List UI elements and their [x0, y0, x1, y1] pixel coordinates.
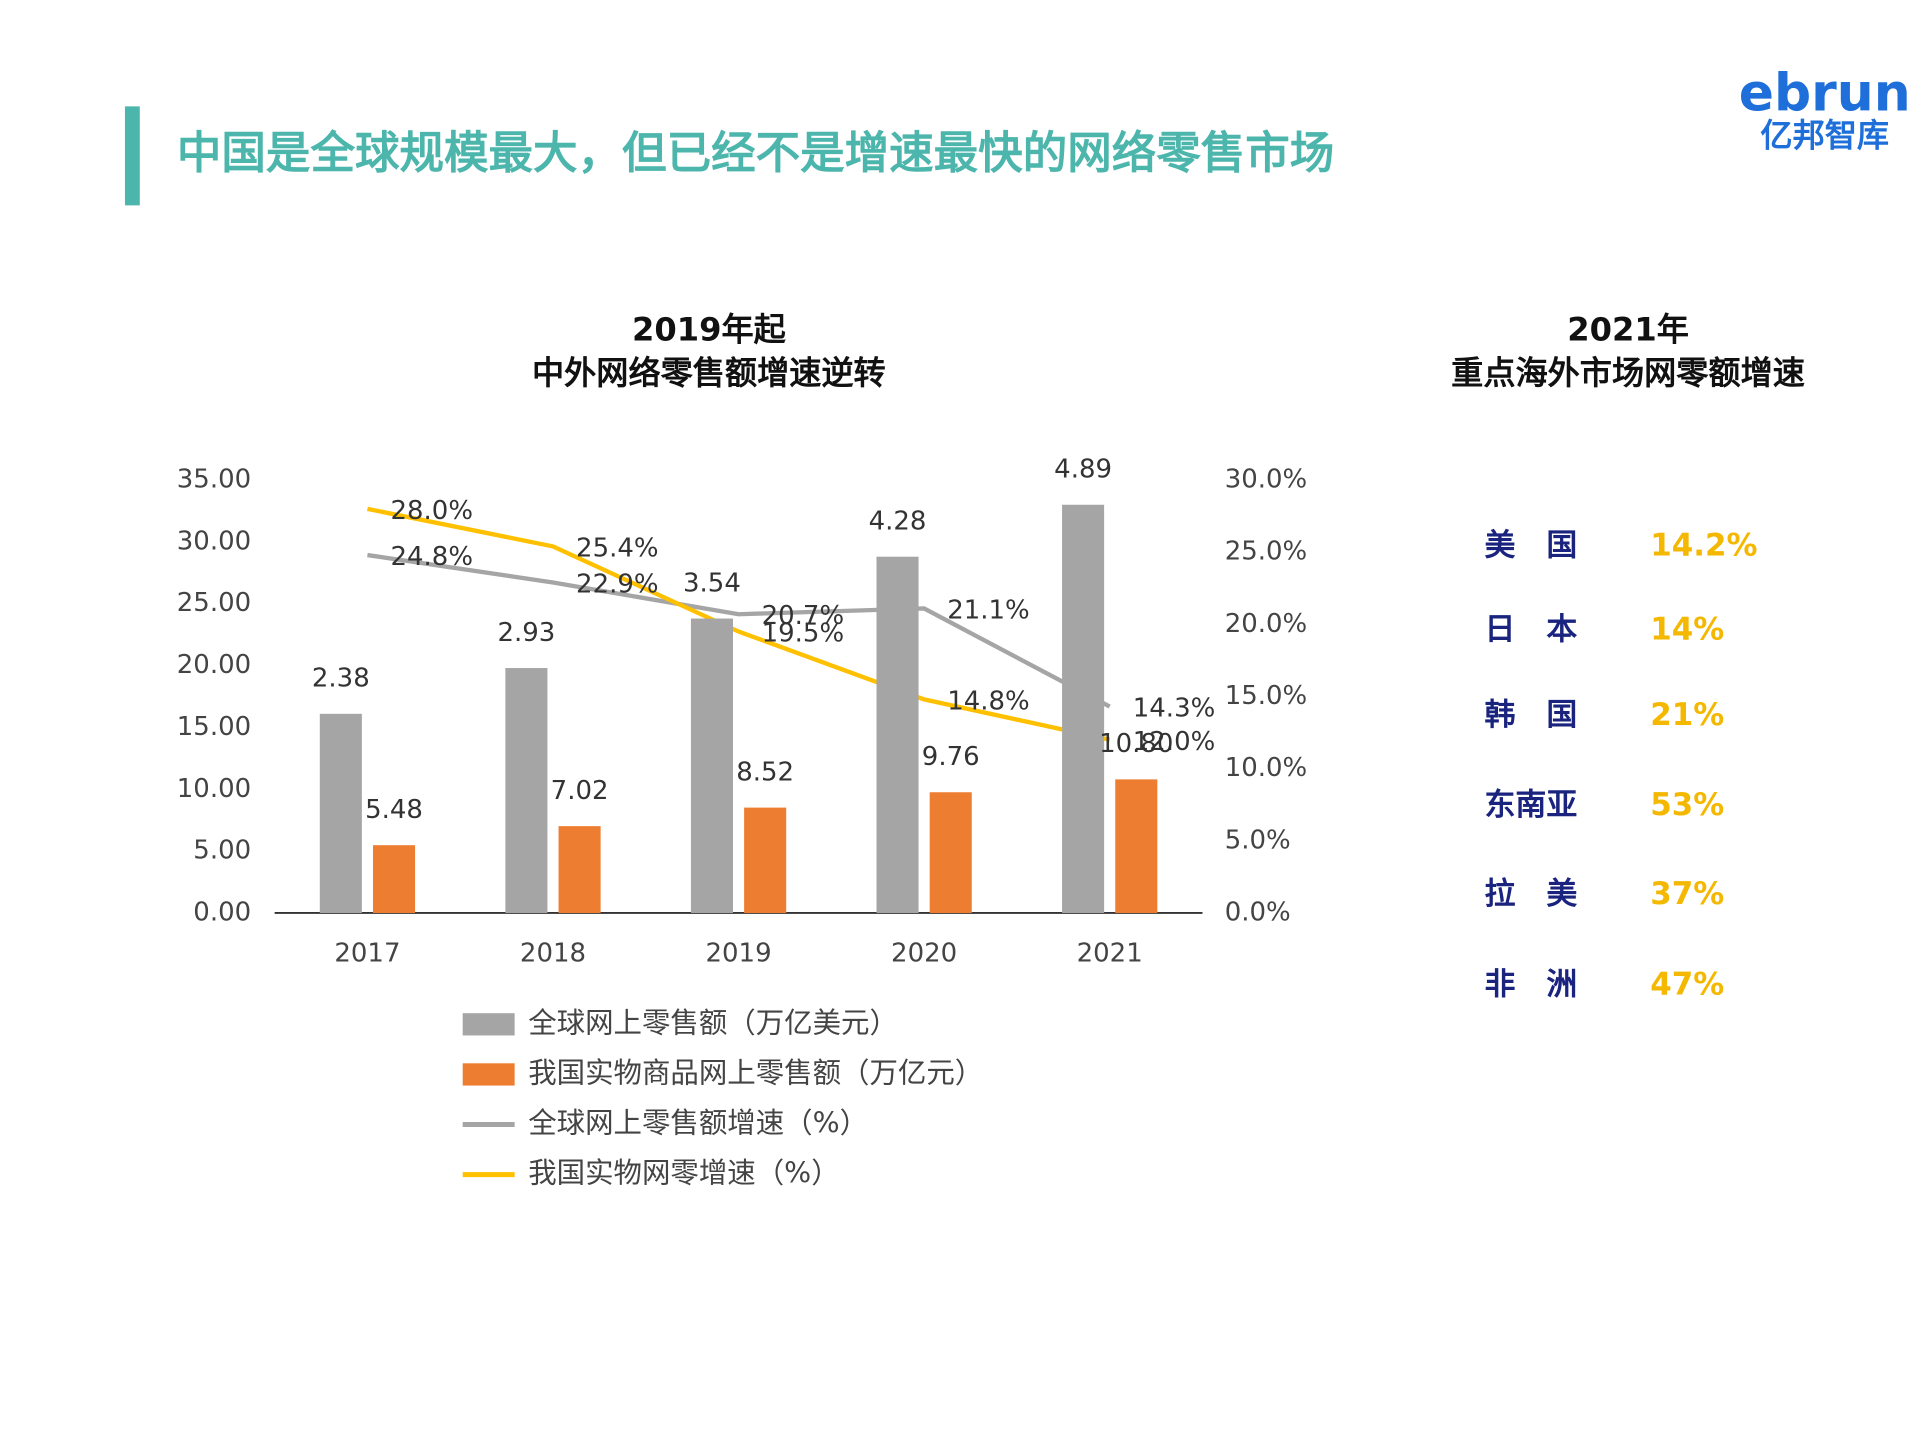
- market-name: 拉 美: [1485, 876, 1578, 912]
- x-tick-label: 2020: [891, 938, 957, 968]
- bar: [505, 668, 548, 913]
- legend-label: 全球网上零售额增速（%）: [528, 1107, 868, 1140]
- data-label: 5.48: [365, 795, 423, 825]
- bar: [319, 713, 362, 913]
- data-label: 2.38: [312, 664, 370, 694]
- bar: [1115, 779, 1158, 913]
- yticks-label: 30.00: [177, 526, 251, 556]
- x-tick-label: 2018: [520, 938, 586, 968]
- y2ticks-label: 0.0%: [1225, 897, 1291, 927]
- market-name: 东南亚: [1485, 787, 1578, 823]
- y2ticks-label: 20.0%: [1225, 609, 1308, 639]
- market-name: 非 洲: [1485, 966, 1578, 1002]
- yticks-label: 5.00: [193, 836, 251, 866]
- logo-sub: 亿邦智库: [1760, 116, 1889, 154]
- legend-label: 全球网上零售额（万亿美元）: [528, 1006, 898, 1039]
- y2ticks-label: 25.0%: [1225, 537, 1308, 567]
- yticks-label: 10.00: [177, 774, 251, 804]
- line: [367, 552, 1111, 709]
- data-label: 4.89: [1054, 455, 1112, 485]
- chart-title: 2019年起: [632, 311, 787, 349]
- data-label: 14.3%: [1133, 694, 1216, 724]
- market-growth: 47%: [1650, 966, 1724, 1002]
- data-label: 14.8%: [947, 686, 1029, 716]
- y2ticks-label: 10.0%: [1225, 753, 1308, 783]
- bar: [744, 807, 787, 913]
- bar: [929, 792, 972, 913]
- market-name: 美 国: [1485, 527, 1578, 563]
- legend-swatch: [462, 1013, 515, 1036]
- data-label: 25.4%: [576, 533, 659, 563]
- data-label: 8.52: [736, 757, 794, 787]
- data-label: 19.5%: [762, 619, 845, 649]
- data-label: 3.54: [683, 568, 741, 598]
- x-tick-label: 2019: [706, 938, 772, 968]
- bar: [372, 845, 416, 913]
- line: [366, 506, 1111, 742]
- page-title: 中国是全球规模最大，但已经不是增速最快的网络零售市场: [177, 127, 1334, 179]
- x-tick-label: 2017: [334, 938, 400, 968]
- market-growth: 37%: [1650, 876, 1724, 912]
- bar: [558, 826, 601, 913]
- market-name: 日 本: [1485, 611, 1578, 647]
- chart-subtitle: 中外网络零售额增速逆转: [532, 354, 886, 392]
- market-growth: 21%: [1650, 697, 1724, 733]
- bar: [876, 556, 919, 913]
- data-label: 12.0%: [1133, 727, 1216, 757]
- market-growth: 14.2%: [1650, 527, 1757, 563]
- side-title: 2021年: [1567, 311, 1689, 349]
- data-label: 24.8%: [391, 542, 474, 572]
- bar: [690, 618, 733, 913]
- data-label: 22.9%: [576, 569, 659, 599]
- legend-label: 我国实物商品网上零售额（万亿元）: [528, 1056, 983, 1089]
- title-bar: [124, 106, 140, 206]
- bar: [1062, 504, 1105, 913]
- yticks-label: 0.00: [193, 897, 251, 927]
- data-label: 7.02: [551, 776, 609, 806]
- data-label: 28.0%: [391, 496, 474, 526]
- yticks-label: 25.00: [177, 588, 251, 618]
- y2ticks-label: 5.0%: [1225, 825, 1291, 855]
- data-label: 21.1%: [947, 595, 1029, 625]
- data-label: 2.93: [497, 618, 555, 648]
- logo: ebrun: [1739, 63, 1911, 123]
- market-growth: 14%: [1650, 611, 1724, 647]
- legend-swatch: [462, 1063, 515, 1086]
- market-name: 韩 国: [1485, 697, 1578, 733]
- yticks-label: 15.00: [177, 712, 251, 742]
- market-growth: 53%: [1650, 787, 1724, 823]
- yticks-label: 20.00: [177, 650, 251, 680]
- yticks-label: 35.00: [177, 465, 251, 495]
- data-label: 10.80: [1099, 729, 1173, 759]
- legend-label: 我国实物网零增速（%）: [528, 1157, 839, 1190]
- y2ticks-label: 15.0%: [1225, 681, 1308, 711]
- data-label: 20.7%: [762, 601, 845, 631]
- side-subtitle: 重点海外市场网零额增速: [1451, 354, 1805, 392]
- data-label: 4.28: [869, 507, 927, 537]
- data-label: 9.76: [922, 742, 980, 772]
- x-tick-label: 2021: [1077, 938, 1143, 968]
- y2ticks-label: 30.0%: [1225, 465, 1308, 495]
